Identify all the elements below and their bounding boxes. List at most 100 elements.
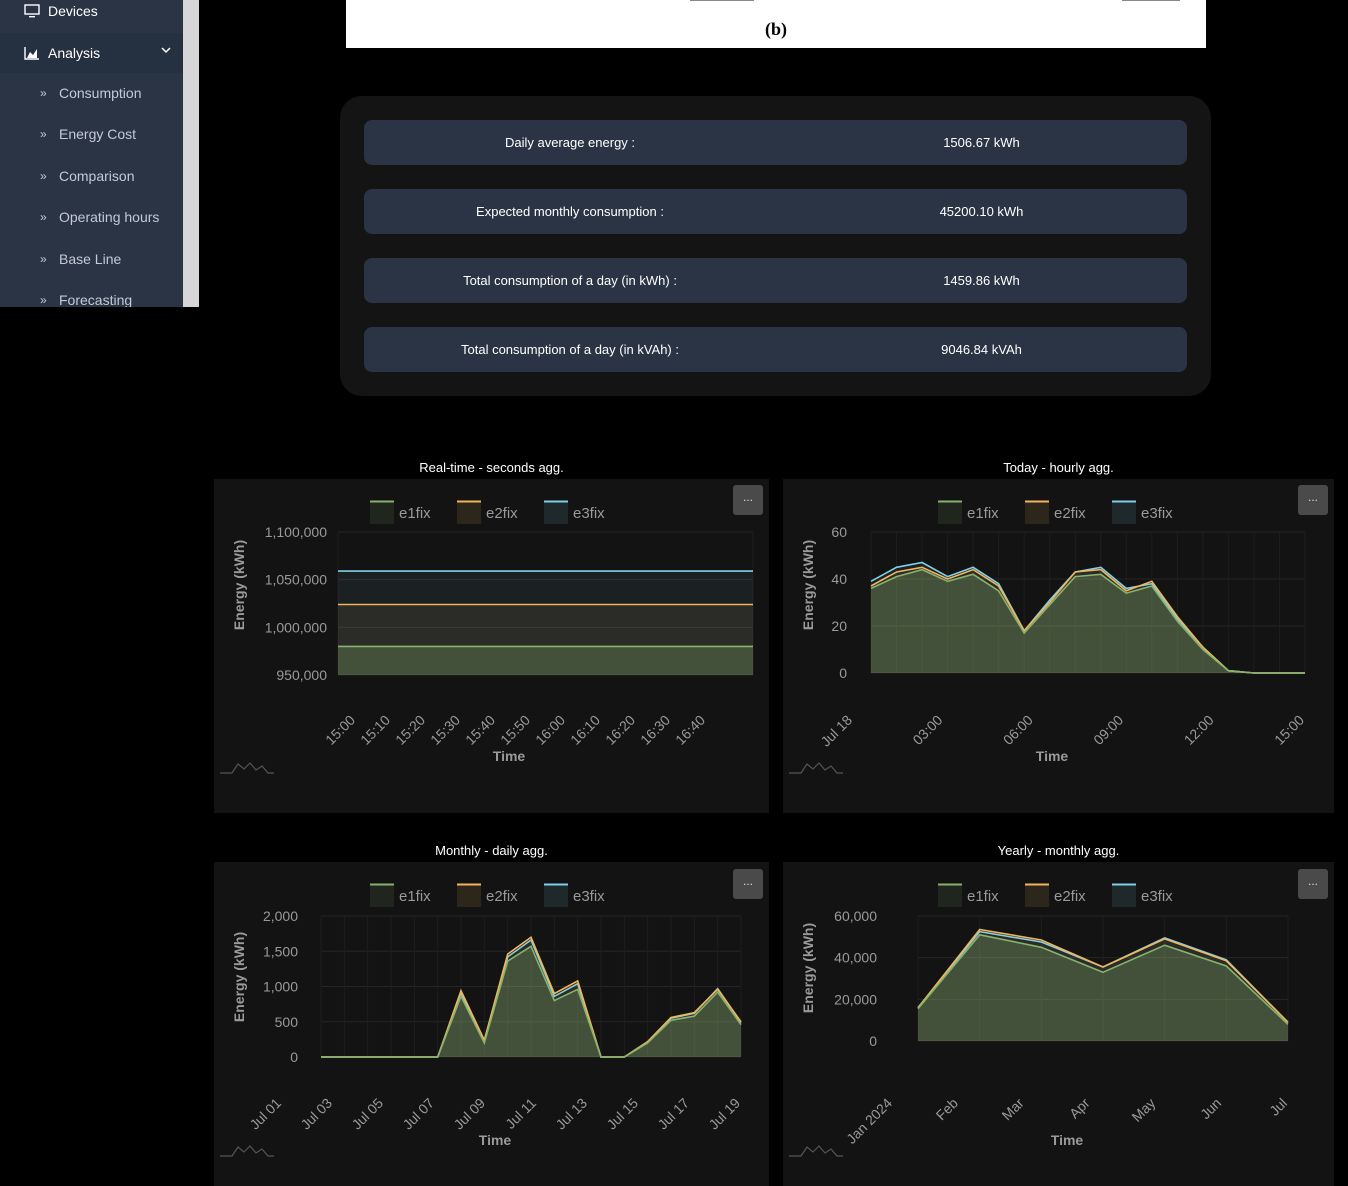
sidebar-item-analysis[interactable]: Analysis bbox=[0, 33, 183, 73]
sidebar-item-label: Base Line bbox=[59, 251, 122, 267]
x-tick-label: 16:20 bbox=[602, 712, 638, 748]
figure-caption: (b) bbox=[765, 19, 787, 39]
y-tick-label: 0 bbox=[839, 665, 847, 681]
area-chart-icon bbox=[24, 47, 39, 60]
legend-label: e2fix bbox=[486, 888, 518, 905]
sidebar-item-base-line[interactable]: » Base Line bbox=[0, 239, 183, 279]
chart-menu-button[interactable]: ... bbox=[733, 869, 763, 899]
legend-label: e2fix bbox=[1054, 888, 1086, 905]
x-tick-label: 15:00 bbox=[1271, 712, 1307, 748]
stat-total-day-kvah: Total consumption of a day (in kVAh) : 9… bbox=[364, 327, 1187, 372]
series-area-e2fix bbox=[321, 937, 741, 1057]
x-tick-label: Mar bbox=[998, 1095, 1027, 1124]
legend-label: e3fix bbox=[1141, 505, 1173, 522]
legend-label: e1fix bbox=[967, 505, 999, 522]
x-tick-label: 15:30 bbox=[427, 712, 463, 748]
double-chevron-right-icon: » bbox=[40, 293, 47, 307]
series-line-e1fix bbox=[870, 568, 1305, 674]
y-tick-label: 500 bbox=[275, 1014, 299, 1030]
legend-swatch bbox=[457, 502, 481, 524]
series-area-e3fix bbox=[321, 940, 741, 1057]
stat-daily-average: Daily average energy : 1506.67 kWh bbox=[364, 120, 1187, 165]
series-area-e2fix bbox=[871, 567, 1305, 673]
series-area-e1fix bbox=[338, 646, 753, 675]
x-tick-label: Jul 09 bbox=[450, 1095, 488, 1133]
y-tick-label: 60 bbox=[831, 524, 847, 540]
legend-swatch bbox=[544, 502, 568, 524]
y-axis-title: Energy (kWh) bbox=[231, 932, 247, 1022]
x-tick-label: 15:20 bbox=[392, 712, 428, 748]
series-area-e1fix bbox=[871, 569, 1305, 673]
legend-label: e3fix bbox=[573, 888, 605, 905]
series-line-e2fix bbox=[917, 928, 1289, 1023]
sidebar-item-label: Analysis bbox=[48, 45, 101, 61]
sidebar-item-label: Forecasting bbox=[59, 292, 133, 307]
x-tick-label: Jul 13 bbox=[552, 1095, 590, 1133]
sidebar-item-energy-cost[interactable]: » Energy Cost bbox=[0, 114, 183, 154]
chart-today: 60 40 20 0 Jul 18 03:00 06:00 09:00 12:00 15:00 Ti… bbox=[783, 479, 1334, 813]
y-tick-label: 950,000 bbox=[276, 667, 327, 683]
x-tick-label: Jan 2024 bbox=[843, 1095, 895, 1147]
x-tick-label: 15:40 bbox=[462, 712, 498, 748]
series-line-e1fix bbox=[917, 933, 1289, 1025]
chart-svg: 1,100,0001,050,0001,000,000950,00015:001… bbox=[220, 500, 754, 774]
chart-yearly: 60,000 40,000 20,000 0 Jan 2024 Feb Mar Apr May J… bbox=[783, 862, 1334, 1186]
chart-monthly: 2,000 1,500 1,000 500 0 Jul 01 Jul 03 Jul 05 Jul… bbox=[214, 862, 769, 1186]
double-chevron-right-icon: » bbox=[40, 252, 47, 266]
y-tick-label: 40 bbox=[831, 571, 847, 587]
x-tick-label: 12:00 bbox=[1181, 712, 1217, 748]
legend-swatch bbox=[544, 885, 568, 907]
x-tick-label: Jul 11 bbox=[502, 1095, 539, 1132]
x-axis-title: Time bbox=[479, 1132, 512, 1148]
stat-value: 1459.86 kWh bbox=[943, 273, 1020, 288]
legend-label: e1fix bbox=[967, 888, 999, 905]
x-tick-label: Jul 03 bbox=[297, 1095, 335, 1133]
legend-swatch bbox=[1112, 502, 1136, 524]
double-chevron-right-icon: » bbox=[40, 127, 47, 141]
sidebar-item-devices[interactable]: Devices bbox=[0, 0, 183, 22]
sidebar-item-label: Energy Cost bbox=[59, 126, 137, 142]
x-tick-label: 15:00 bbox=[322, 712, 358, 748]
y-tick-label: 1,000 bbox=[263, 979, 298, 995]
brand-logo-icon bbox=[789, 1145, 843, 1157]
legend-label: e1fix bbox=[399, 888, 431, 905]
stat-value: 45200.10 kWh bbox=[939, 204, 1024, 219]
sidebar-item-consumption[interactable]: » Consumption bbox=[0, 73, 183, 113]
sidebar-scrollbar[interactable] bbox=[183, 0, 199, 307]
chart-menu-button[interactable]: ... bbox=[733, 485, 763, 515]
x-tick-label: 16:40 bbox=[672, 712, 708, 748]
x-axis-title: Time bbox=[1036, 748, 1069, 764]
x-tick-label: Jul 18 bbox=[817, 712, 855, 750]
brand-logo-icon bbox=[220, 762, 274, 774]
chevron-down-icon bbox=[161, 47, 171, 54]
sidebar-item-label: Devices bbox=[48, 3, 98, 19]
y-axis-title: Energy (kWh) bbox=[231, 540, 247, 630]
x-tick-label: Jul bbox=[1266, 1095, 1290, 1119]
x-tick-label: Apr bbox=[1066, 1095, 1093, 1122]
double-chevron-right-icon: » bbox=[40, 210, 47, 224]
stats-panel: Daily average energy : 1506.67 kWh Expec… bbox=[340, 96, 1211, 396]
series-area-e3fix bbox=[918, 931, 1288, 1041]
chart-svg: 60,000 40,000 20,000 0 Jan 2024 Feb Mar Apr May J… bbox=[789, 883, 1290, 1157]
brand-logo-icon bbox=[789, 762, 843, 774]
figure-image: (b) bbox=[346, 0, 1206, 48]
y-tick-label: 20,000 bbox=[834, 991, 877, 1007]
brand-logo-icon bbox=[220, 1145, 274, 1157]
sidebar-item-forecasting[interactable]: » Forecasting bbox=[0, 280, 183, 307]
chart-menu-button[interactable]: ... bbox=[1298, 869, 1328, 899]
x-tick-label: Jul 07 bbox=[399, 1095, 437, 1133]
chart-svg: 2,000 1,500 1,000 500 0 Jul 01 Jul 03 Jul 05 Jul… bbox=[220, 883, 743, 1157]
series-area-e2fix bbox=[918, 929, 1288, 1041]
stat-label: Total consumption of a day (in kVAh) : bbox=[461, 342, 679, 357]
x-tick-label: 16:30 bbox=[637, 712, 673, 748]
y-tick-label: 1,000,000 bbox=[265, 619, 327, 635]
x-tick-label: Feb bbox=[933, 1095, 962, 1124]
chart-title-monthly: Monthly - daily agg. bbox=[435, 843, 548, 858]
y-tick-label: 2,000 bbox=[263, 908, 298, 924]
y-tick-label: 40,000 bbox=[834, 950, 877, 966]
sidebar-item-operating-hours[interactable]: » Operating hours bbox=[0, 197, 183, 237]
stat-label: Total consumption of a day (in kWh) : bbox=[463, 273, 677, 288]
sidebar-item-comparison[interactable]: » Comparison bbox=[0, 156, 183, 196]
chart-menu-button[interactable]: ... bbox=[1298, 485, 1328, 515]
x-tick-label: 03:00 bbox=[909, 712, 945, 748]
